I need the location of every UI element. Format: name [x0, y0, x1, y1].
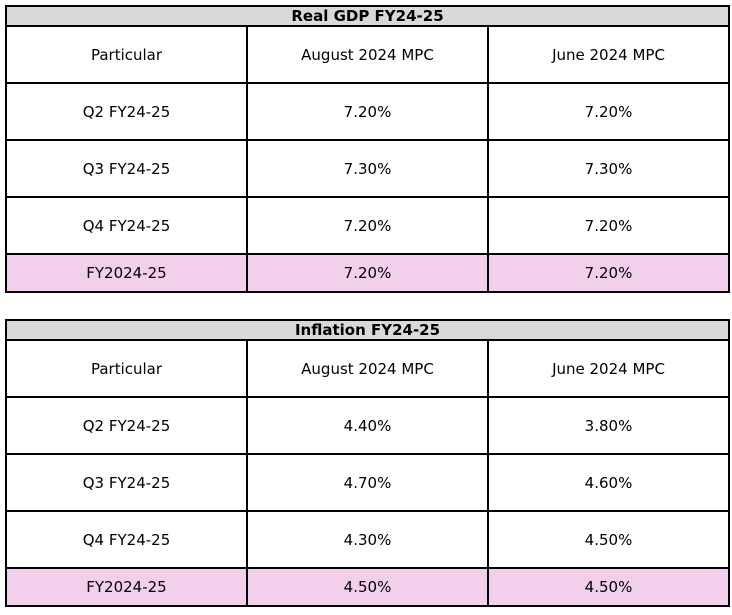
row-label: Q2 FY24-25: [5, 396, 248, 455]
cell-value: 4.50%: [486, 510, 731, 569]
table-row: Q2 FY24-25 7.20% 7.20%: [5, 82, 731, 141]
table-row: Q4 FY24-25 4.30% 4.50%: [5, 510, 731, 569]
cell-value: 4.40%: [246, 396, 489, 455]
table-row: Q4 FY24-25 7.20% 7.20%: [5, 196, 731, 255]
cell-value: 7.20%: [246, 253, 489, 293]
table-row: Q3 FY24-25 4.70% 4.60%: [5, 453, 731, 512]
cell-value: 3.80%: [486, 396, 731, 455]
real-gdp-table: Real GDP FY24-25 Particular August 2024 …: [4, 5, 731, 293]
table-header-row: Particular August 2024 MPC June 2024 MPC: [5, 25, 731, 84]
cell-value: 7.30%: [486, 139, 731, 198]
column-header-june-mpc: June 2024 MPC: [486, 25, 731, 84]
row-label: Q2 FY24-25: [5, 82, 248, 141]
cell-value: 4.50%: [486, 567, 731, 607]
cell-value: 7.20%: [246, 82, 489, 141]
cell-value: 7.20%: [486, 82, 731, 141]
table-title: Real GDP FY24-25: [4, 5, 731, 27]
column-header-august-mpc: August 2024 MPC: [246, 339, 489, 398]
table-total-row: FY2024-25 4.50% 4.50%: [5, 567, 731, 607]
table-title-row: Real GDP FY24-25: [4, 5, 731, 27]
table-header-row: Particular August 2024 MPC June 2024 MPC: [5, 339, 731, 398]
table-row: Q3 FY24-25 7.30% 7.30%: [5, 139, 731, 198]
row-label: Q3 FY24-25: [5, 453, 248, 512]
inflation-table: Inflation FY24-25 Particular August 2024…: [4, 319, 731, 607]
row-label: Q3 FY24-25: [5, 139, 248, 198]
cell-value: 7.20%: [486, 253, 731, 293]
cell-value: 7.30%: [246, 139, 489, 198]
table-total-row: FY2024-25 7.20% 7.20%: [5, 253, 731, 293]
row-label: Q4 FY24-25: [5, 510, 248, 569]
row-label: FY2024-25: [5, 253, 248, 293]
table-title: Inflation FY24-25: [4, 319, 731, 341]
cell-value: 4.60%: [486, 453, 731, 512]
cell-value: 4.50%: [246, 567, 489, 607]
table-title-row: Inflation FY24-25: [4, 319, 731, 341]
cell-value: 4.30%: [246, 510, 489, 569]
table-row: Q2 FY24-25 4.40% 3.80%: [5, 396, 731, 455]
column-header-june-mpc: June 2024 MPC: [486, 339, 731, 398]
cell-value: 7.20%: [486, 196, 731, 255]
cell-value: 7.20%: [246, 196, 489, 255]
row-label: Q4 FY24-25: [5, 196, 248, 255]
column-header-particular: Particular: [5, 25, 248, 84]
row-label: FY2024-25: [5, 567, 248, 607]
column-header-particular: Particular: [5, 339, 248, 398]
column-header-august-mpc: August 2024 MPC: [246, 25, 489, 84]
cell-value: 4.70%: [246, 453, 489, 512]
